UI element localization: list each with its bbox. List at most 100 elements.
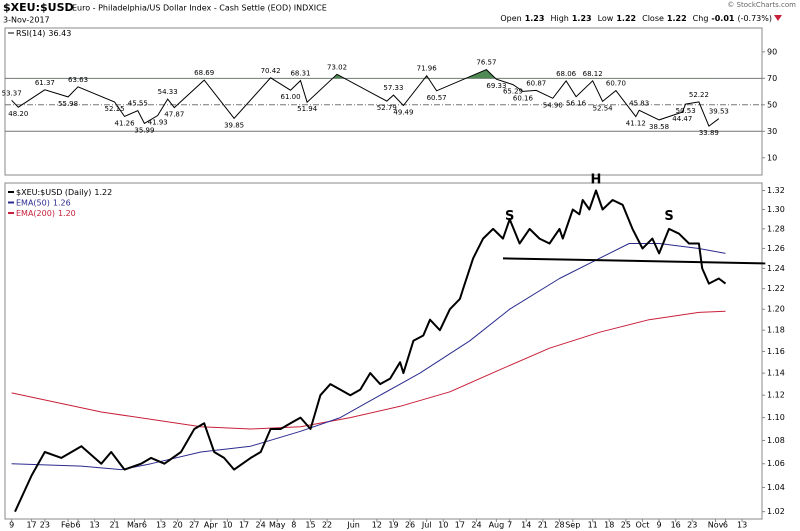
- x-tick-label: 23: [40, 521, 50, 530]
- value-label: 61.00: [281, 93, 301, 101]
- x-tick-label: 24: [256, 521, 266, 530]
- legend-name: EMA(200): [16, 209, 55, 218]
- value-label: 57.33: [383, 84, 403, 92]
- value-label: 45.83: [629, 99, 649, 107]
- quote-label: Open: [500, 14, 521, 23]
- y-tick-label: 50: [767, 100, 777, 109]
- x-tick-label: 12: [372, 521, 382, 530]
- y-tick-label: 1.16: [767, 347, 785, 356]
- y-tick-label: 70: [767, 74, 777, 83]
- x-tick-label: 13: [156, 521, 166, 530]
- x-tick-label: 24: [471, 521, 481, 530]
- x-tick-label: 10: [222, 521, 232, 530]
- value-label: 68.31: [290, 70, 310, 78]
- copyright: © StockCharts.com: [727, 1, 796, 9]
- value-label: 35.99: [134, 126, 154, 134]
- x-tick-label: 22: [322, 521, 332, 530]
- value-label: 39.85: [224, 121, 244, 129]
- y-tick-label: 30: [767, 127, 777, 136]
- symbol: $XEU:$USD: [3, 1, 74, 14]
- legend-name: $XEU:$USD (Daily): [16, 188, 91, 197]
- y-tick-label: 1.08: [767, 436, 785, 445]
- value-label: 76.57: [476, 59, 496, 67]
- value-label: 52.54: [593, 104, 614, 112]
- x-tick-label: May: [269, 521, 286, 530]
- annotation: S: [664, 209, 673, 224]
- y-tick-label: 1.06: [767, 459, 785, 468]
- x-tick-label: 20: [173, 521, 183, 530]
- x-tick-label: 23: [687, 521, 697, 530]
- value-label: 61.37: [35, 79, 55, 87]
- value-label: 48.20: [8, 110, 28, 118]
- value-label: 68.69: [194, 69, 214, 77]
- x-tick-label: Feb: [61, 521, 75, 530]
- value-label: 44.47: [672, 115, 692, 123]
- quote-value: 1.22: [616, 14, 636, 23]
- x-tick-label: 6: [75, 521, 80, 530]
- description: Euro - Philadelphia/US Dollar Index - Ca…: [72, 4, 327, 13]
- neckline: [502, 257, 766, 265]
- value-label: 65.29: [503, 88, 523, 96]
- value-label: 51.94: [297, 105, 318, 113]
- x-tick-label: 16: [671, 521, 681, 530]
- x-tick-label: 25: [621, 521, 631, 530]
- legend-name: EMA(50): [16, 198, 50, 207]
- series-line: [14, 189, 727, 513]
- value-label: 45.55: [128, 100, 148, 108]
- value-label: 38.58: [649, 123, 669, 131]
- value-label: 54.90: [543, 101, 563, 109]
- x-tick-label: Apr: [204, 521, 219, 530]
- value-label: 73.02: [327, 63, 347, 71]
- x-tick-label: 18: [604, 521, 614, 530]
- legend-value: 36.43: [48, 29, 71, 38]
- value-label: 63.63: [68, 76, 88, 84]
- x-tick-label: Nov: [708, 521, 724, 530]
- x-tick-label: 15: [305, 521, 315, 530]
- value-label: 52.79: [377, 104, 397, 112]
- x-tick-label: 17: [455, 521, 465, 530]
- date: 3-Nov-2017: [3, 16, 50, 25]
- legend: RSI(14) 36.43: [16, 29, 71, 38]
- value-label: 69.33: [486, 82, 506, 90]
- value-label: 55.98: [58, 100, 78, 108]
- value-label: 60.87: [526, 79, 546, 87]
- rsi-frame: [4, 27, 763, 176]
- x-tick-label: 21: [109, 521, 119, 530]
- y-tick-label: 1.26: [767, 244, 785, 253]
- rsi-line: [11, 69, 720, 127]
- annotation: S: [505, 209, 514, 224]
- series-line: [11, 243, 726, 471]
- value-label: 53.37: [2, 89, 22, 97]
- quote: Open 1.23 High 1.23 Low 1.22 Close 1.22 Chg -0.01…: [500, 14, 772, 23]
- y-tick-label: 1.30: [767, 205, 785, 214]
- x-tick-label: 28: [554, 521, 564, 530]
- x-tick-label: Mar: [127, 521, 143, 530]
- value-label: 56.16: [566, 100, 587, 108]
- y-tick-label: 1.28: [767, 224, 785, 233]
- y-tick-label: 1.02: [767, 507, 785, 516]
- x-tick-label: 10: [438, 521, 448, 530]
- y-tick-label: 1.24: [767, 264, 785, 273]
- value-label: 52.15: [105, 105, 125, 113]
- legend-value: 1.22: [94, 188, 112, 197]
- legend: EMA(200) 1.20: [16, 209, 76, 218]
- value-label: 60.16: [513, 94, 534, 102]
- x-tick-label: Jun: [346, 521, 360, 530]
- y-tick-label: 1.14: [767, 369, 785, 378]
- legend-value: 1.26: [53, 198, 71, 207]
- x-tick-label: Jul: [421, 521, 432, 530]
- x-tick-label: 8: [291, 521, 296, 530]
- x-tick-label: Oct: [636, 521, 650, 530]
- y-tick-label: 1.32: [767, 186, 785, 195]
- value-label: 71.96: [417, 65, 438, 73]
- y-tick-label: 1.18: [767, 326, 785, 335]
- quote-label: Low: [598, 14, 614, 23]
- y-tick-label: 10: [767, 153, 777, 162]
- quote-label: High: [550, 14, 568, 23]
- value-label: 54.33: [158, 88, 178, 96]
- y-tick-label: 90: [767, 47, 777, 56]
- quote-label: Chg: [693, 14, 709, 23]
- x-tick-label: 17: [26, 521, 36, 530]
- value-label: 68.06: [556, 70, 577, 78]
